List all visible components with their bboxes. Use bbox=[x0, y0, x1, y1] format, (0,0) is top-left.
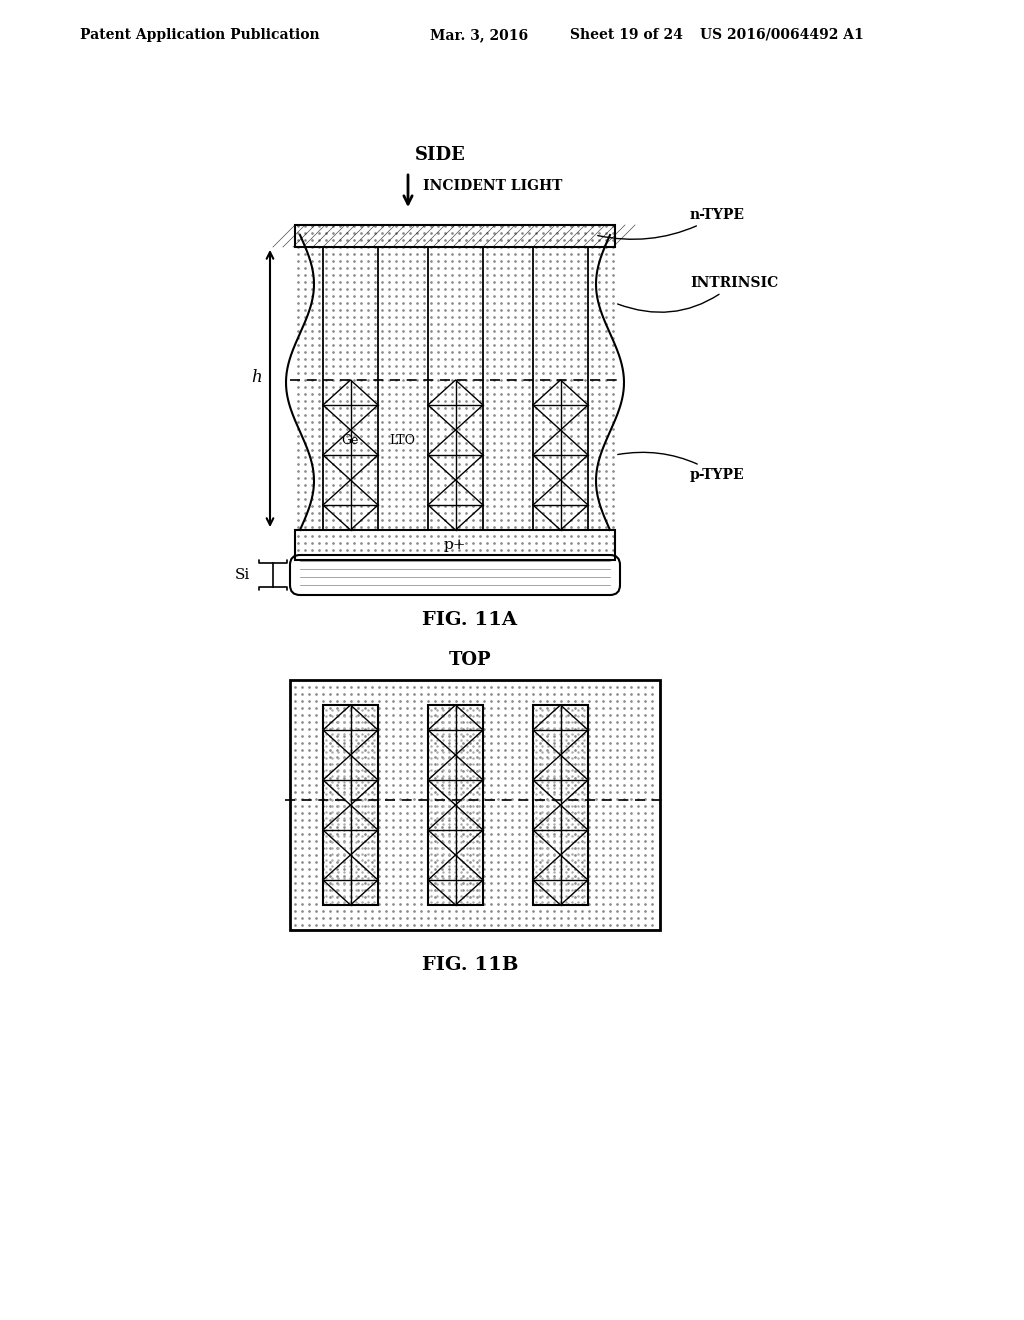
Bar bbox=[534, 247, 588, 531]
Bar bbox=[534, 705, 588, 906]
Text: FIG. 11A: FIG. 11A bbox=[423, 611, 517, 630]
Bar bbox=[295, 531, 615, 560]
Text: LTO: LTO bbox=[389, 433, 415, 446]
Text: FIG. 11B: FIG. 11B bbox=[422, 956, 518, 974]
Text: US 2016/0064492 A1: US 2016/0064492 A1 bbox=[700, 28, 864, 42]
Text: Sheet 19 of 24: Sheet 19 of 24 bbox=[570, 28, 683, 42]
Bar bbox=[290, 680, 660, 931]
Text: p+: p+ bbox=[443, 539, 466, 552]
Text: Si: Si bbox=[234, 568, 250, 582]
Bar bbox=[323, 705, 378, 906]
Text: TOP: TOP bbox=[449, 651, 492, 669]
Bar bbox=[295, 224, 615, 247]
Text: Mar. 3, 2016: Mar. 3, 2016 bbox=[430, 28, 528, 42]
FancyBboxPatch shape bbox=[290, 554, 620, 595]
Text: p-TYPE: p-TYPE bbox=[617, 453, 744, 482]
Bar bbox=[428, 247, 483, 531]
Text: INCIDENT LIGHT: INCIDENT LIGHT bbox=[423, 180, 562, 193]
Text: h: h bbox=[251, 370, 262, 387]
Text: INTRINSIC: INTRINSIC bbox=[617, 276, 778, 313]
Text: SIDE: SIDE bbox=[415, 147, 465, 164]
Bar bbox=[428, 705, 483, 906]
Bar bbox=[323, 247, 378, 531]
Text: Patent Application Publication: Patent Application Publication bbox=[80, 28, 319, 42]
Text: n-TYPE: n-TYPE bbox=[598, 209, 745, 239]
Text: Ge: Ge bbox=[341, 433, 358, 446]
